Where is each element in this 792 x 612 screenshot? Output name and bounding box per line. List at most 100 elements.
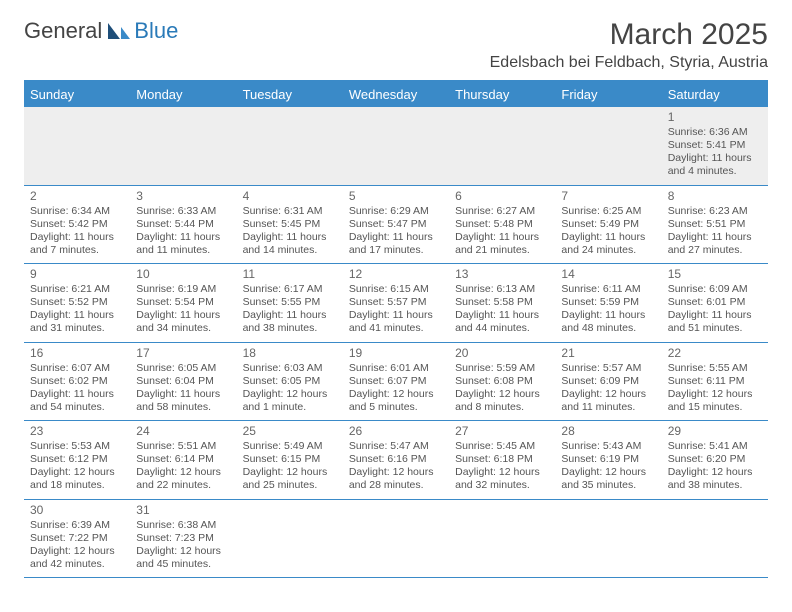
daylight-text: Daylight: 11 hours <box>668 231 762 244</box>
daylight-text: and 28 minutes. <box>349 479 443 492</box>
calendar-cell <box>237 107 343 185</box>
calendar-cell: 16Sunrise: 6:07 AMSunset: 6:02 PMDayligh… <box>24 342 130 421</box>
day-number: 13 <box>455 267 549 282</box>
day-number: 16 <box>30 346 124 361</box>
sunset-text: Sunset: 6:11 PM <box>668 375 762 388</box>
calendar-cell: 8Sunrise: 6:23 AMSunset: 5:51 PMDaylight… <box>662 185 768 264</box>
sunrise-text: Sunrise: 6:33 AM <box>136 205 230 218</box>
calendar-cell: 1Sunrise: 6:36 AMSunset: 5:41 PMDaylight… <box>662 107 768 185</box>
calendar-cell: 13Sunrise: 6:13 AMSunset: 5:58 PMDayligh… <box>449 264 555 343</box>
daylight-text: Daylight: 11 hours <box>136 231 230 244</box>
daylight-text: and 48 minutes. <box>561 322 655 335</box>
day-number: 8 <box>668 189 762 204</box>
calendar-cell <box>237 499 343 578</box>
daylight-text: Daylight: 11 hours <box>668 309 762 322</box>
daylight-text: and 1 minute. <box>243 401 337 414</box>
calendar-cell: 19Sunrise: 6:01 AMSunset: 6:07 PMDayligh… <box>343 342 449 421</box>
daylight-text: Daylight: 12 hours <box>561 466 655 479</box>
daylight-text: Daylight: 11 hours <box>30 231 124 244</box>
daylight-text: Daylight: 12 hours <box>243 388 337 401</box>
day-number: 27 <box>455 424 549 439</box>
sunset-text: Sunset: 5:54 PM <box>136 296 230 309</box>
sunrise-text: Sunrise: 6:01 AM <box>349 362 443 375</box>
day-number: 15 <box>668 267 762 282</box>
daylight-text: and 24 minutes. <box>561 244 655 257</box>
day-number: 28 <box>561 424 655 439</box>
calendar-cell <box>662 499 768 578</box>
daylight-text: and 4 minutes. <box>668 165 762 178</box>
sunrise-text: Sunrise: 6:17 AM <box>243 283 337 296</box>
daylight-text: and 44 minutes. <box>455 322 549 335</box>
sunrise-text: Sunrise: 6:29 AM <box>349 205 443 218</box>
calendar-cell: 28Sunrise: 5:43 AMSunset: 6:19 PMDayligh… <box>555 421 661 500</box>
sunrise-text: Sunrise: 6:21 AM <box>30 283 124 296</box>
daylight-text: and 27 minutes. <box>668 244 762 257</box>
daylight-text: and 38 minutes. <box>668 479 762 492</box>
sunrise-text: Sunrise: 6:39 AM <box>30 519 124 532</box>
day-number: 5 <box>349 189 443 204</box>
daylight-text: and 11 minutes. <box>561 401 655 414</box>
sunset-text: Sunset: 6:14 PM <box>136 453 230 466</box>
sunrise-text: Sunrise: 6:19 AM <box>136 283 230 296</box>
daylight-text: and 41 minutes. <box>349 322 443 335</box>
calendar-cell: 11Sunrise: 6:17 AMSunset: 5:55 PMDayligh… <box>237 264 343 343</box>
calendar-cell: 14Sunrise: 6:11 AMSunset: 5:59 PMDayligh… <box>555 264 661 343</box>
sunrise-text: Sunrise: 6:13 AM <box>455 283 549 296</box>
calendar-body: 1Sunrise: 6:36 AMSunset: 5:41 PMDaylight… <box>24 107 768 578</box>
sunrise-text: Sunrise: 5:49 AM <box>243 440 337 453</box>
weekday-header: Wednesday <box>343 82 449 107</box>
calendar-row: 2Sunrise: 6:34 AMSunset: 5:42 PMDaylight… <box>24 185 768 264</box>
calendar-cell <box>24 107 130 185</box>
calendar-cell <box>343 107 449 185</box>
weekday-header: Saturday <box>662 82 768 107</box>
daylight-text: and 22 minutes. <box>136 479 230 492</box>
sunrise-text: Sunrise: 5:57 AM <box>561 362 655 375</box>
calendar-cell: 25Sunrise: 5:49 AMSunset: 6:15 PMDayligh… <box>237 421 343 500</box>
calendar-row: 23Sunrise: 5:53 AMSunset: 6:12 PMDayligh… <box>24 421 768 500</box>
calendar-cell: 10Sunrise: 6:19 AMSunset: 5:54 PMDayligh… <box>130 264 236 343</box>
sunrise-text: Sunrise: 5:43 AM <box>561 440 655 453</box>
day-number: 29 <box>668 424 762 439</box>
daylight-text: Daylight: 11 hours <box>30 309 124 322</box>
day-number: 2 <box>30 189 124 204</box>
sunset-text: Sunset: 6:09 PM <box>561 375 655 388</box>
day-number: 1 <box>668 110 762 125</box>
daylight-text: Daylight: 12 hours <box>30 545 124 558</box>
sunset-text: Sunset: 6:20 PM <box>668 453 762 466</box>
sunset-text: Sunset: 5:57 PM <box>349 296 443 309</box>
day-number: 24 <box>136 424 230 439</box>
calendar-cell: 31Sunrise: 6:38 AMSunset: 7:23 PMDayligh… <box>130 499 236 578</box>
calendar-cell: 3Sunrise: 6:33 AMSunset: 5:44 PMDaylight… <box>130 185 236 264</box>
sunrise-text: Sunrise: 6:25 AM <box>561 205 655 218</box>
sunset-text: Sunset: 7:22 PM <box>30 532 124 545</box>
sunset-text: Sunset: 5:41 PM <box>668 139 762 152</box>
calendar-row: 1Sunrise: 6:36 AMSunset: 5:41 PMDaylight… <box>24 107 768 185</box>
calendar-row: 30Sunrise: 6:39 AMSunset: 7:22 PMDayligh… <box>24 499 768 578</box>
daylight-text: Daylight: 11 hours <box>349 309 443 322</box>
sunrise-text: Sunrise: 6:07 AM <box>30 362 124 375</box>
day-number: 19 <box>349 346 443 361</box>
daylight-text: and 58 minutes. <box>136 401 230 414</box>
calendar-cell: 27Sunrise: 5:45 AMSunset: 6:18 PMDayligh… <box>449 421 555 500</box>
daylight-text: and 35 minutes. <box>561 479 655 492</box>
calendar-cell: 26Sunrise: 5:47 AMSunset: 6:16 PMDayligh… <box>343 421 449 500</box>
daylight-text: and 7 minutes. <box>30 244 124 257</box>
sunrise-text: Sunrise: 5:51 AM <box>136 440 230 453</box>
calendar-cell: 12Sunrise: 6:15 AMSunset: 5:57 PMDayligh… <box>343 264 449 343</box>
sunset-text: Sunset: 6:18 PM <box>455 453 549 466</box>
daylight-text: and 5 minutes. <box>349 401 443 414</box>
daylight-text: and 31 minutes. <box>30 322 124 335</box>
daylight-text: Daylight: 12 hours <box>349 388 443 401</box>
sunrise-text: Sunrise: 5:41 AM <box>668 440 762 453</box>
sail-icon <box>106 21 132 41</box>
location: Edelsbach bei Feldbach, Styria, Austria <box>490 54 768 72</box>
sunset-text: Sunset: 6:07 PM <box>349 375 443 388</box>
daylight-text: Daylight: 11 hours <box>561 231 655 244</box>
daylight-text: and 42 minutes. <box>30 558 124 571</box>
sunset-text: Sunset: 5:58 PM <box>455 296 549 309</box>
sunrise-text: Sunrise: 5:53 AM <box>30 440 124 453</box>
sunset-text: Sunset: 5:44 PM <box>136 218 230 231</box>
day-number: 9 <box>30 267 124 282</box>
sunset-text: Sunset: 6:12 PM <box>30 453 124 466</box>
sunrise-text: Sunrise: 5:55 AM <box>668 362 762 375</box>
